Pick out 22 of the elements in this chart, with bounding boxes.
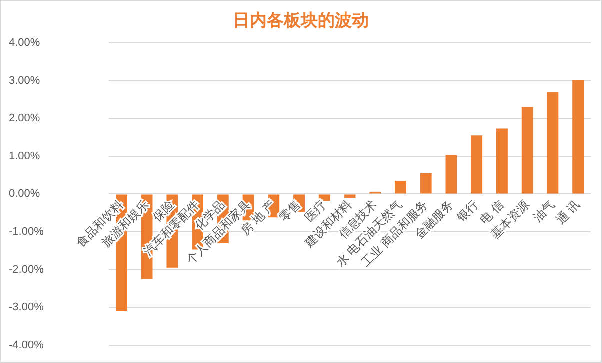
bar — [420, 173, 432, 194]
chart-title: 日内各板块的波动 — [232, 10, 370, 32]
bar — [572, 80, 584, 194]
y-tick-label: 1.00% — [9, 150, 40, 162]
y-tick-label: -4.00% — [9, 339, 44, 352]
bar — [471, 136, 483, 194]
bar — [547, 92, 559, 194]
y-tick-label: 2.00% — [9, 112, 40, 125]
y-tick-label: 0.00% — [9, 188, 40, 200]
x-tick-label: 零售 — [276, 198, 304, 225]
bar — [496, 128, 508, 194]
bar — [344, 194, 356, 198]
y-tick-label: -3.00% — [9, 302, 44, 314]
x-tick-label: 油气 — [530, 198, 558, 225]
y-tick-label: -1.00% — [9, 226, 44, 238]
y-tick-label: 4.00% — [9, 37, 40, 50]
y-tick-label: 3.00% — [9, 74, 40, 87]
bar — [522, 107, 534, 194]
x-tick-label: 银行 — [454, 198, 482, 226]
bar — [395, 180, 406, 194]
y-tick-label: -2.00% — [9, 264, 44, 276]
bar — [446, 155, 458, 194]
